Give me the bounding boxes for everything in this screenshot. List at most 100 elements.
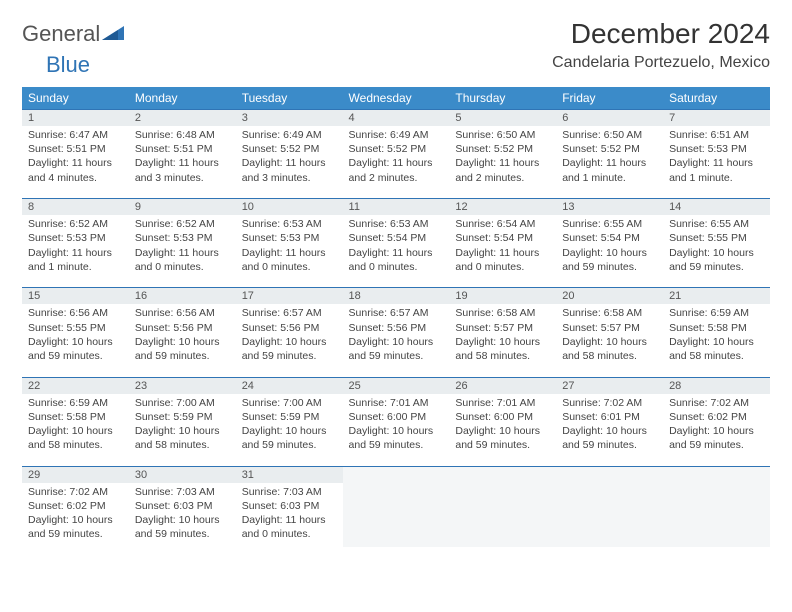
day-body	[556, 483, 663, 548]
day-number	[449, 467, 556, 483]
day-cell: 18Sunrise: 6:57 AMSunset: 5:56 PMDayligh…	[343, 288, 450, 369]
sunrise-text: Sunrise: 6:52 AM	[135, 217, 230, 231]
day-number	[343, 467, 450, 483]
col-wednesday: Wednesday	[343, 87, 450, 110]
day-cell: 5Sunrise: 6:50 AMSunset: 5:52 PMDaylight…	[449, 110, 556, 191]
sunset-text: Sunset: 5:52 PM	[242, 142, 337, 156]
day-number: 31	[236, 467, 343, 483]
day-number: 18	[343, 288, 450, 304]
sunrise-text: Sunrise: 6:53 AM	[349, 217, 444, 231]
day-number: 30	[129, 467, 236, 483]
day-cell	[556, 466, 663, 547]
sunset-text: Sunset: 6:02 PM	[669, 410, 764, 424]
day-body: Sunrise: 7:02 AMSunset: 6:02 PMDaylight:…	[22, 483, 129, 548]
daylight-text: Daylight: 10 hours and 59 minutes.	[562, 424, 657, 452]
day-body: Sunrise: 6:56 AMSunset: 5:56 PMDaylight:…	[129, 304, 236, 369]
col-monday: Monday	[129, 87, 236, 110]
day-body: Sunrise: 7:01 AMSunset: 6:00 PMDaylight:…	[343, 394, 450, 459]
sunset-text: Sunset: 5:53 PM	[669, 142, 764, 156]
brand-triangle-icon	[102, 22, 124, 45]
day-body: Sunrise: 7:02 AMSunset: 6:01 PMDaylight:…	[556, 394, 663, 459]
sunrise-text: Sunrise: 6:58 AM	[455, 306, 550, 320]
sunset-text: Sunset: 5:59 PM	[135, 410, 230, 424]
day-number: 15	[22, 288, 129, 304]
day-number: 7	[663, 110, 770, 126]
day-cell: 30Sunrise: 7:03 AMSunset: 6:03 PMDayligh…	[129, 466, 236, 547]
day-body: Sunrise: 6:54 AMSunset: 5:54 PMDaylight:…	[449, 215, 556, 280]
sunrise-text: Sunrise: 6:59 AM	[28, 396, 123, 410]
day-cell: 25Sunrise: 7:01 AMSunset: 6:00 PMDayligh…	[343, 377, 450, 458]
daylight-text: Daylight: 11 hours and 2 minutes.	[455, 156, 550, 184]
day-body: Sunrise: 7:03 AMSunset: 6:03 PMDaylight:…	[129, 483, 236, 548]
day-cell: 4Sunrise: 6:49 AMSunset: 5:52 PMDaylight…	[343, 110, 450, 191]
sunrise-text: Sunrise: 7:00 AM	[242, 396, 337, 410]
sunset-text: Sunset: 6:03 PM	[135, 499, 230, 513]
day-cell: 13Sunrise: 6:55 AMSunset: 5:54 PMDayligh…	[556, 199, 663, 280]
day-body: Sunrise: 7:03 AMSunset: 6:03 PMDaylight:…	[236, 483, 343, 548]
day-number: 10	[236, 199, 343, 215]
day-number: 3	[236, 110, 343, 126]
day-number: 17	[236, 288, 343, 304]
sunset-text: Sunset: 5:53 PM	[135, 231, 230, 245]
sunset-text: Sunset: 6:00 PM	[349, 410, 444, 424]
sunset-text: Sunset: 5:56 PM	[349, 321, 444, 335]
brand-name-1: General	[22, 23, 100, 45]
sunrise-text: Sunrise: 6:49 AM	[242, 128, 337, 142]
sunset-text: Sunset: 5:57 PM	[455, 321, 550, 335]
day-cell	[663, 466, 770, 547]
day-cell: 27Sunrise: 7:02 AMSunset: 6:01 PMDayligh…	[556, 377, 663, 458]
sunset-text: Sunset: 5:56 PM	[242, 321, 337, 335]
day-number: 23	[129, 378, 236, 394]
daylight-text: Daylight: 10 hours and 58 minutes.	[455, 335, 550, 363]
day-number: 26	[449, 378, 556, 394]
day-number: 20	[556, 288, 663, 304]
day-cell: 2Sunrise: 6:48 AMSunset: 5:51 PMDaylight…	[129, 110, 236, 191]
daylight-text: Daylight: 11 hours and 0 minutes.	[455, 246, 550, 274]
daylight-text: Daylight: 11 hours and 0 minutes.	[242, 513, 337, 541]
day-cell: 20Sunrise: 6:58 AMSunset: 5:57 PMDayligh…	[556, 288, 663, 369]
sunset-text: Sunset: 5:58 PM	[669, 321, 764, 335]
daylight-text: Daylight: 11 hours and 3 minutes.	[242, 156, 337, 184]
day-body: Sunrise: 6:55 AMSunset: 5:55 PMDaylight:…	[663, 215, 770, 280]
day-number: 13	[556, 199, 663, 215]
daylight-text: Daylight: 10 hours and 59 minutes.	[135, 335, 230, 363]
daylight-text: Daylight: 10 hours and 59 minutes.	[349, 424, 444, 452]
daylight-text: Daylight: 11 hours and 2 minutes.	[349, 156, 444, 184]
week-row: 22Sunrise: 6:59 AMSunset: 5:58 PMDayligh…	[22, 377, 770, 458]
daylight-text: Daylight: 10 hours and 59 minutes.	[455, 424, 550, 452]
sunset-text: Sunset: 5:54 PM	[349, 231, 444, 245]
sunrise-text: Sunrise: 7:03 AM	[242, 485, 337, 499]
col-sunday: Sunday	[22, 87, 129, 110]
brand-name-2: Blue	[46, 52, 90, 77]
day-cell: 31Sunrise: 7:03 AMSunset: 6:03 PMDayligh…	[236, 466, 343, 547]
day-cell: 19 Sunrise: 6:58 AMSunset: 5:57 PMDayligh…	[449, 288, 556, 369]
sunrise-text: Sunrise: 7:03 AM	[135, 485, 230, 499]
sunrise-text: Sunrise: 7:01 AM	[455, 396, 550, 410]
daylight-text: Daylight: 10 hours and 59 minutes.	[669, 246, 764, 274]
day-body: Sunrise: 6:58 AMSunset: 5:57 PMDaylight:…	[556, 304, 663, 369]
day-cell: 29Sunrise: 7:02 AMSunset: 6:02 PMDayligh…	[22, 466, 129, 547]
week-row: 1Sunrise: 6:47 AMSunset: 5:51 PMDaylight…	[22, 110, 770, 191]
day-body: Sunrise: 6:47 AMSunset: 5:51 PMDaylight:…	[22, 126, 129, 191]
day-number: 19	[449, 288, 556, 304]
day-cell: 12Sunrise: 6:54 AMSunset: 5:54 PMDayligh…	[449, 199, 556, 280]
day-body: Sunrise: 6:52 AMSunset: 5:53 PMDaylight:…	[129, 215, 236, 280]
day-cell: 14Sunrise: 6:55 AMSunset: 5:55 PMDayligh…	[663, 199, 770, 280]
day-body: Sunrise: 6:55 AMSunset: 5:54 PMDaylight:…	[556, 215, 663, 280]
day-number: 5	[449, 110, 556, 126]
brand-logo: General	[22, 18, 126, 45]
sunrise-text: Sunrise: 6:56 AM	[28, 306, 123, 320]
day-number: 2	[129, 110, 236, 126]
daylight-text: Daylight: 10 hours and 58 minutes.	[669, 335, 764, 363]
sunset-text: Sunset: 5:56 PM	[135, 321, 230, 335]
sunrise-text: Sunrise: 6:52 AM	[28, 217, 123, 231]
daylight-text: Daylight: 10 hours and 58 minutes.	[28, 424, 123, 452]
sunrise-text: Sunrise: 7:00 AM	[135, 396, 230, 410]
day-cell: 21Sunrise: 6:59 AMSunset: 5:58 PMDayligh…	[663, 288, 770, 369]
sunset-text: Sunset: 5:58 PM	[28, 410, 123, 424]
day-number: 11	[343, 199, 450, 215]
day-body: Sunrise: 6:50 AMSunset: 5:52 PMDaylight:…	[449, 126, 556, 191]
sunrise-text: Sunrise: 6:56 AM	[135, 306, 230, 320]
day-cell: 11Sunrise: 6:53 AMSunset: 5:54 PMDayligh…	[343, 199, 450, 280]
day-cell: 6Sunrise: 6:50 AMSunset: 5:52 PMDaylight…	[556, 110, 663, 191]
